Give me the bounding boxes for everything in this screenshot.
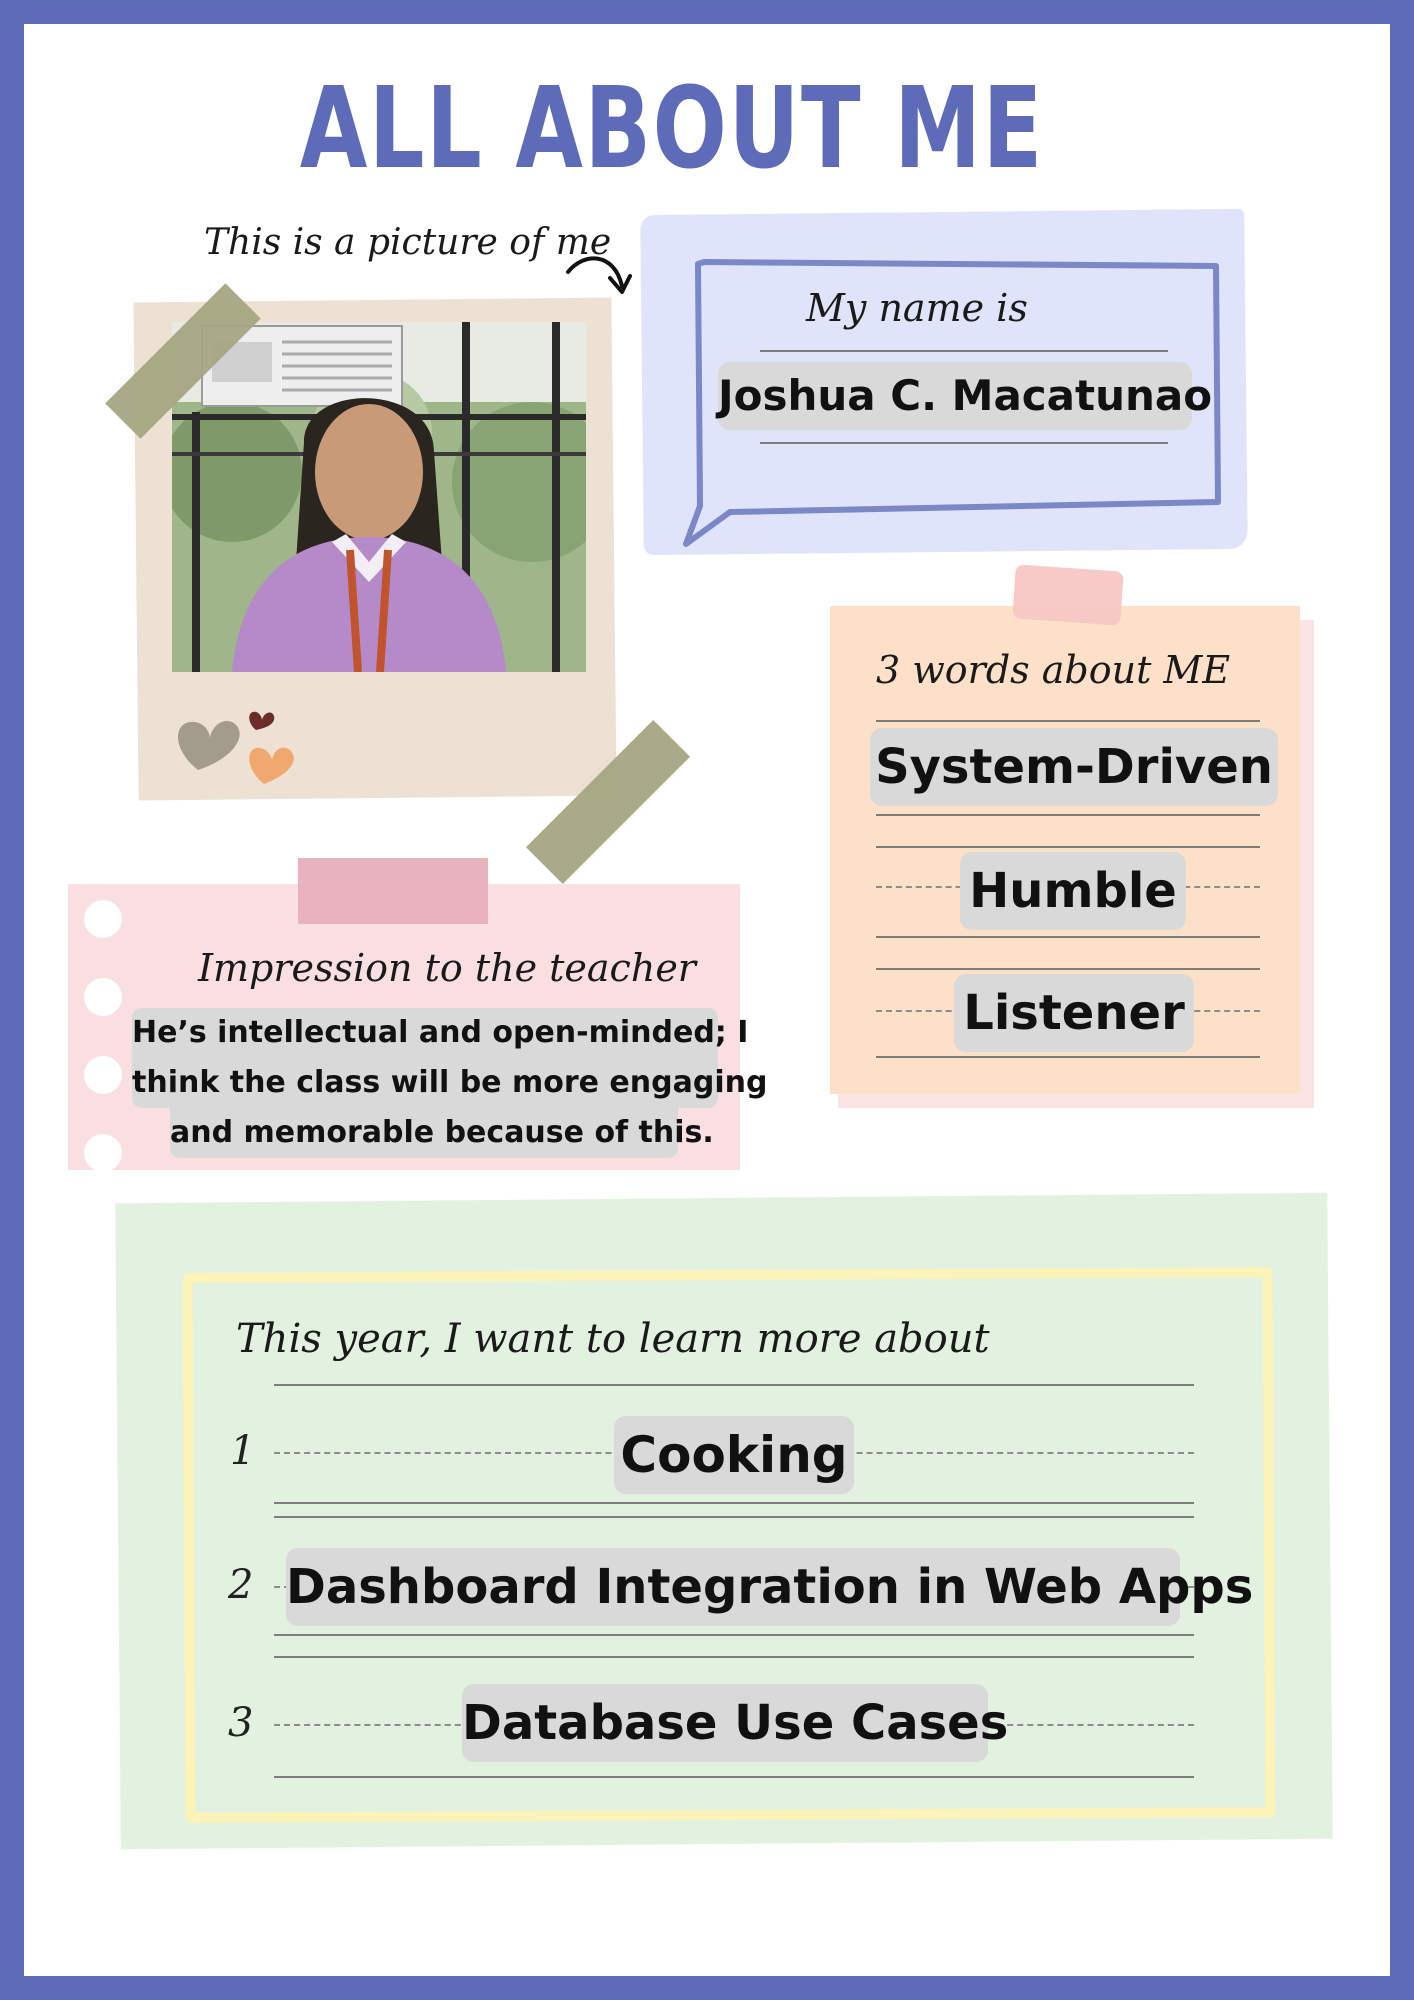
name-value: Joshua C. Macatunao [718,362,1212,430]
learn-item: Cooking [614,1416,854,1494]
binder-hole [84,978,122,1016]
curved-arrow-icon [566,256,632,294]
divider [876,968,1260,970]
impression-line: think the class will be more engaging [132,1058,767,1108]
page-sheet: ALL ABOUT ME This is a picture of me [24,24,1390,1976]
profile-photo [172,322,586,672]
divider [876,720,1260,722]
tape-strip [298,858,488,924]
learn-item: Dashboard Integration in Web Apps [286,1548,1253,1626]
hearts-icon [178,711,294,784]
impression-line: and memorable because of this. [170,1108,714,1158]
item-number: 1 [230,1428,256,1474]
divider [760,442,1168,444]
word-chip: Listener [954,974,1194,1052]
divider [274,1502,1194,1504]
impression-label: Impression to the teacher [198,946,696,990]
photo-caption: This is a picture of me [204,222,612,263]
word-chip: Humble [960,852,1186,930]
divider [274,1384,1194,1386]
divider [876,1056,1260,1058]
divider [274,1516,1194,1518]
binder-hole [84,1134,122,1172]
learn-label: This year, I want to learn more about [236,1316,990,1362]
words-label: 3 words about ME [876,648,1231,692]
item-number: 3 [228,1700,254,1746]
divider [876,846,1260,848]
learn-item: Database Use Cases [462,1684,1008,1762]
impression-line: He’s intellectual and open-minded; I [132,1008,748,1058]
binder-hole [84,1056,122,1094]
divider [876,936,1260,938]
word-chip: System-Driven [870,728,1278,806]
divider [274,1776,1194,1778]
divider [274,1634,1194,1636]
divider [760,350,1168,352]
page-title: ALL ABOUT ME [299,64,1044,194]
portrait-image [172,322,586,672]
binder-hole [84,900,122,938]
divider [876,814,1260,816]
speech-bubble-outline [683,259,1221,547]
tape-strip [1012,564,1124,626]
name-label: My name is [806,286,1028,330]
item-number: 2 [228,1562,254,1608]
divider [274,1656,1194,1658]
